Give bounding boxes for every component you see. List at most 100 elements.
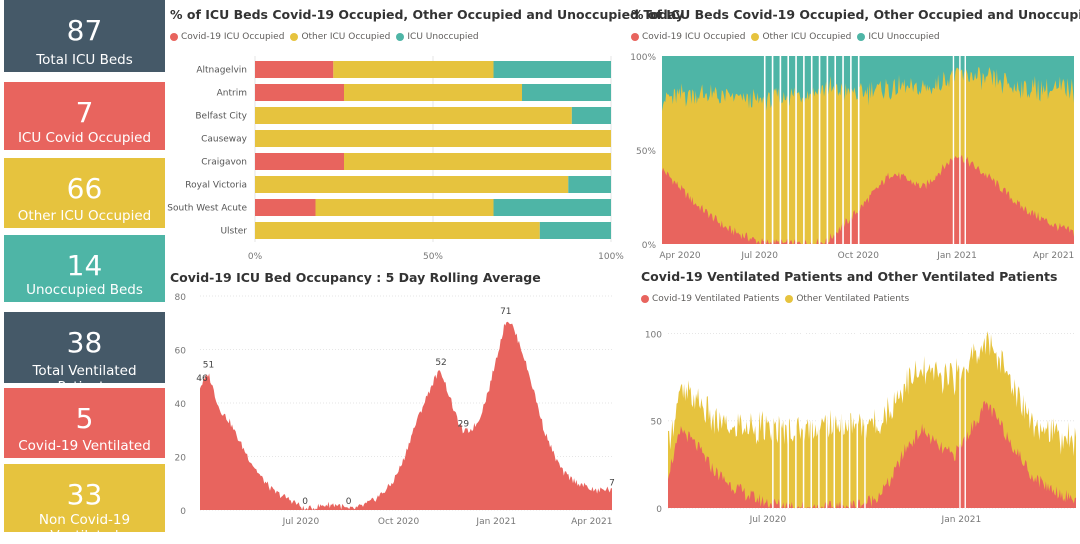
x-tick-label: Jan 2021 (936, 251, 977, 261)
gap-stripe (842, 56, 844, 244)
legend-item-other-vent[interactable]: Other Ventilated Patients (785, 294, 909, 304)
legend-item-unoccupied[interactable]: ICU Unoccupied (396, 32, 479, 42)
bar-segment (255, 61, 334, 78)
bar-segment (255, 130, 611, 147)
legend-label-other: Other ICU Occupied (762, 32, 852, 42)
legend-label-covid: Covid-19 ICU Occupied (642, 32, 746, 42)
gap-stripe (856, 316, 859, 508)
legend-trend: Covid-19 ICU Occupied Other ICU Occupied… (631, 32, 946, 42)
gap-stripe (779, 56, 782, 244)
kpi-card[interactable]: 66 Other ICU Occupied (4, 158, 165, 228)
legend-dot-other-vent (785, 295, 794, 303)
data-label: 29 (458, 419, 470, 429)
kpi-label: ICU Covid Occupied (17, 130, 152, 146)
kpi-value: 33 (66, 478, 103, 511)
bar-segment (493, 199, 611, 216)
y-tick-label: 60 (175, 347, 187, 357)
y-tick-label: 50 (651, 418, 663, 428)
legend-dot-other (751, 33, 760, 41)
gap-stripe (810, 316, 812, 508)
category-label: Altnagelvin (196, 66, 247, 76)
legend-item-covid[interactable]: Covid-19 ICU Occupied (170, 32, 284, 42)
y-tick-label: 50% (636, 147, 656, 157)
legend-today: Covid-19 ICU Occupied Other ICU Occupied… (170, 32, 485, 42)
gap-stripe (787, 56, 790, 244)
kpi-card[interactable]: 33 Non Covid-19 Ventilated (4, 464, 165, 544)
legend-item-unoccupied[interactable]: ICU Unoccupied (857, 32, 940, 42)
gap-stripe (833, 316, 836, 508)
x-tick-label: Apr 2020 (659, 251, 701, 261)
category-label: Ulster (220, 227, 247, 237)
data-label: 46 (196, 374, 208, 384)
legend-item-covid[interactable]: Covid-19 ICU Occupied (631, 32, 745, 42)
bar-segment (344, 153, 611, 170)
kpi-label: Covid-19 Ventilated (18, 438, 151, 454)
x-tick-label: Oct 2020 (378, 517, 420, 527)
data-label: 52 (435, 358, 446, 368)
x-tick-label: Jan 2021 (475, 517, 516, 527)
bar-segment (522, 84, 611, 101)
kpi-card[interactable]: 7 ICU Covid Occupied (4, 82, 165, 150)
data-label: 0 (302, 497, 308, 507)
y-tick-label: 40 (175, 400, 187, 410)
x-tick-label: 100% (598, 252, 624, 262)
gap-stripe (803, 56, 805, 244)
gap-stripe (850, 56, 852, 244)
legend-dot-covid (631, 33, 639, 41)
data-label: 7 (609, 478, 615, 488)
gap-stripe (771, 56, 774, 244)
category-label: Belfast City (195, 112, 247, 122)
legend-item-other[interactable]: Other ICU Occupied (751, 32, 851, 42)
chart-trend: 0% 50% 100% Apr 2020 Jul 2020 Oct 2020 Jan 202… (630, 53, 1074, 261)
gap-stripe (841, 316, 843, 508)
kpi-card[interactable]: 87 Total ICU Beds (4, 0, 165, 72)
category-label: Royal Victoria (185, 181, 247, 191)
gap-stripe (826, 56, 829, 244)
chart-ventilated: 0 50 100 Jul 2020 Jan 2021 (645, 316, 1076, 525)
x-tick-label: Apr 2021 (571, 517, 612, 527)
gap-stripe (848, 316, 851, 508)
gap-stripe (795, 316, 797, 508)
bar-segment (333, 61, 494, 78)
y-tick-label: 20 (175, 454, 187, 464)
gap-stripe (787, 316, 789, 508)
bar-segment (344, 84, 522, 101)
bar-segment (255, 199, 316, 216)
chart-title-today: % of ICU Beds Covid-19 Occupied, Other O… (170, 7, 684, 22)
gap-stripe (818, 56, 821, 244)
kpi-card[interactable]: 38 Total Ventilated Patients (4, 312, 165, 395)
gap-stripe (964, 56, 966, 244)
bar-segment (493, 61, 611, 78)
series-covid-ventilated-area (668, 400, 1076, 508)
x-tick-label: Jul 2020 (749, 515, 787, 525)
x-tick-label: Oct 2020 (838, 251, 880, 261)
bar-segment (255, 222, 540, 239)
gap-stripe (795, 56, 797, 244)
bar-segment (255, 107, 572, 124)
bar-segment (255, 84, 344, 101)
series-covid-area (662, 154, 1074, 244)
data-label: 0 (346, 497, 352, 507)
kpi-card[interactable]: 14 Unoccupied Beds (4, 235, 165, 302)
legend-dot-other (290, 33, 299, 41)
kpi-value: 87 (66, 14, 103, 47)
y-tick-label: 80 (175, 293, 187, 303)
gap-stripe (964, 316, 966, 508)
legend-label-other-vent: Other Ventilated Patients (796, 294, 910, 304)
gap-stripe (952, 56, 955, 244)
legend-item-other[interactable]: Other ICU Occupied (290, 32, 390, 42)
legend-dot-covid-vent (641, 295, 649, 303)
chart-rolling: 0 20 40 60 80 46 51 0 0 52 29 71 7 Jul 2020 Oct 2020 Ja… (175, 293, 615, 527)
y-tick-label: 100 (645, 330, 662, 340)
y-tick-label: 0 (656, 505, 662, 515)
legend-dot-unoccupied (396, 33, 405, 41)
kpi-value: 7 (75, 96, 94, 129)
legend-item-covid-vent[interactable]: Covid-19 Ventilated Patients (641, 294, 779, 304)
chart-title-ventilated: Covid-19 Ventilated Patients and Other V… (641, 269, 1058, 284)
rolling-average-area (200, 321, 612, 510)
gap-stripe (834, 56, 837, 244)
legend-label-covid-vent: Covid-19 Ventilated Patients (652, 294, 780, 304)
kpi-value: 14 (66, 249, 103, 282)
kpi-card[interactable]: 5 Covid-19 Ventilated (4, 388, 165, 458)
category-label: South West Acute (167, 204, 247, 214)
